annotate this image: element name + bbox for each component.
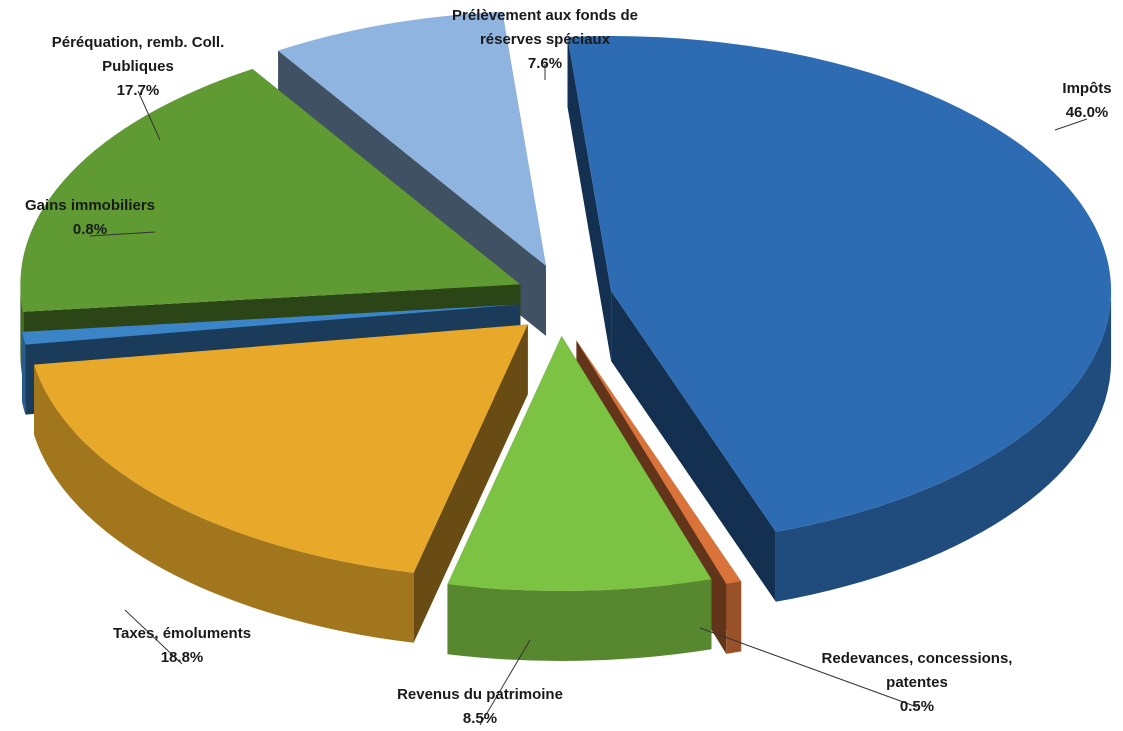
slice-label: Impôts 46.0% — [1062, 80, 1111, 121]
slice-label-line: Taxes, émoluments — [113, 625, 251, 642]
slice-label: Revenus du patrimoine 8.5% — [397, 686, 563, 727]
slice-label: Taxes, émoluments 18.8% — [113, 625, 251, 666]
slice-percent: 46.0% — [1066, 104, 1109, 121]
pie-slice — [34, 324, 528, 643]
leader-line — [137, 90, 161, 141]
slice-top — [576, 340, 742, 584]
slice-label-line: Prélèvement aux fonds de — [452, 7, 638, 24]
leader-line — [479, 639, 531, 726]
slice-side — [22, 331, 26, 415]
leader-line — [124, 609, 183, 665]
leader-line — [89, 231, 156, 237]
pie-slices — [20, 11, 1112, 661]
slice-percent: 0.8% — [73, 221, 107, 238]
slice-percent: 17.7% — [117, 82, 160, 99]
slice-percent: 7.6% — [528, 55, 562, 72]
slice-top — [278, 11, 546, 266]
slice-top — [22, 304, 520, 345]
slice-wall — [413, 324, 528, 643]
slice-label-line: Redevances, concessions, — [822, 650, 1013, 667]
slice-label-line: patentes — [886, 674, 948, 691]
slice-label: Redevances, concessions, patentes 0.5% — [822, 650, 1013, 715]
leader-line — [699, 627, 918, 708]
slice-side — [775, 291, 1112, 602]
slice-label-line: Gains immobiliers — [25, 197, 155, 214]
leader-lines — [89, 64, 1088, 726]
slice-percent: 0.5% — [900, 698, 934, 715]
slice-side — [726, 581, 742, 654]
slice-label: Péréquation, remb. Coll. Publiques 17.7% — [52, 34, 225, 99]
slice-label: Gains immobiliers 0.8% — [25, 197, 155, 238]
slice-top — [34, 324, 528, 573]
slice-label: Prélèvement aux fonds de réserves spéciau… — [452, 7, 638, 72]
slice-side — [34, 364, 414, 643]
slice-label-line: Péréquation, remb. Coll. — [52, 34, 225, 51]
slice-percent: 18.8% — [161, 649, 204, 666]
slice-side — [447, 579, 712, 661]
slice-wall — [611, 291, 776, 602]
slice-top — [447, 335, 712, 591]
slice-label-line: réserves spéciaux — [480, 31, 611, 48]
slice-top — [20, 69, 521, 312]
slice-label-line: Revenus du patrimoine — [397, 686, 563, 703]
slice-label-line: Impôts — [1062, 80, 1111, 97]
slice-top — [567, 36, 1112, 532]
leader-line — [1054, 118, 1088, 131]
slice-label-line: Publiques — [102, 58, 174, 75]
slice-labels: Impôts 46.0% Redevances, concessions, paten… — [25, 7, 1112, 727]
pie-slice — [447, 335, 712, 661]
slice-percent: 8.5% — [463, 710, 497, 727]
pie-slice — [567, 36, 1112, 602]
slice-wall — [567, 36, 612, 362]
